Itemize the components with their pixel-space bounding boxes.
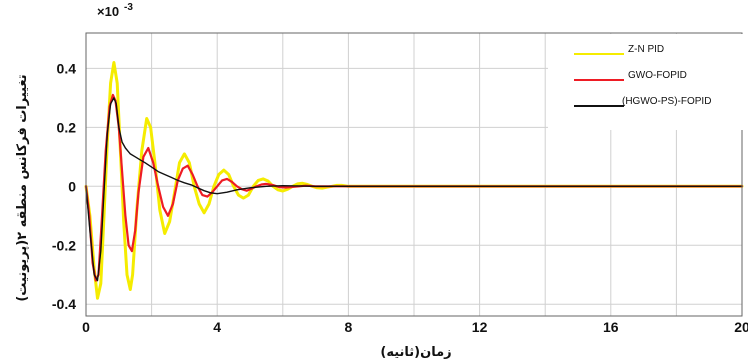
x-tick-label: 4 — [213, 319, 221, 335]
y-multiplier: ×10 — [97, 4, 119, 19]
y-tick-label: -0.4 — [52, 296, 76, 312]
y-tick-label: -0.2 — [52, 237, 76, 253]
x-tick-label: 8 — [345, 319, 353, 335]
plot-frame — [85, 32, 743, 317]
tick-labels: 0 4 8 12 16 20 -0.4 -0.2 0 0.2 0.4 — [52, 60, 748, 335]
y-tick-label: 0.2 — [57, 119, 77, 135]
y-tick-label: 0.4 — [57, 60, 77, 76]
legend-label-1: Z-N PID — [628, 44, 664, 55]
x-tick-label: 0 — [82, 319, 90, 335]
legend-box — [548, 34, 746, 130]
y-tick-label: 0 — [68, 178, 76, 194]
x-axis-title: زمان(ثانیه) — [380, 345, 451, 360]
legend: Z-N PID GWO-FOPID (HGWO-PS)-FOPID — [548, 34, 746, 130]
x-tick-label: 16 — [603, 319, 619, 335]
legend-label-3: (HGWO-PS)-FOPID — [622, 96, 711, 107]
y-axis-title: تغییرات فرکانس منطقه ۲(پریونیت) — [15, 74, 30, 301]
y-exponent: -3 — [124, 2, 133, 13]
series-line-3 — [85, 97, 743, 282]
x-tick-label: 20 — [734, 319, 748, 335]
x-tick-label: 12 — [472, 319, 488, 335]
series-layer — [84, 61, 744, 300]
legend-label-2: GWO-FOPID — [628, 70, 687, 81]
